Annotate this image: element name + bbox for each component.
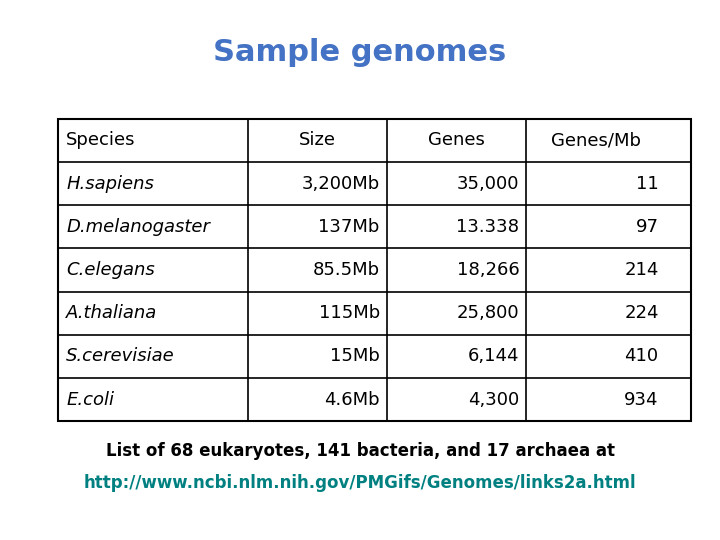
Text: 224: 224 [624, 304, 659, 322]
Text: 214: 214 [624, 261, 659, 279]
Text: Genes/Mb: Genes/Mb [552, 131, 642, 150]
Text: C.elegans: C.elegans [66, 261, 155, 279]
Text: 6,144: 6,144 [468, 347, 519, 366]
Text: H.sapiens: H.sapiens [66, 174, 154, 193]
Text: S.cerevisiae: S.cerevisiae [66, 347, 175, 366]
Text: 410: 410 [624, 347, 659, 366]
Text: 11: 11 [636, 174, 659, 193]
Text: Genes: Genes [428, 131, 485, 150]
Text: D.melanogaster: D.melanogaster [66, 218, 210, 236]
Text: 4,300: 4,300 [468, 390, 519, 409]
Text: A.thaliana: A.thaliana [66, 304, 158, 322]
Text: 97: 97 [636, 218, 659, 236]
Text: 3,200Mb: 3,200Mb [302, 174, 380, 193]
Text: 35,000: 35,000 [456, 174, 519, 193]
Text: Species: Species [66, 131, 136, 150]
Text: 18,266: 18,266 [456, 261, 519, 279]
Text: 4.6Mb: 4.6Mb [324, 390, 380, 409]
Text: Sample genomes: Sample genomes [213, 38, 507, 67]
Text: 15Mb: 15Mb [330, 347, 380, 366]
Text: Size: Size [299, 131, 336, 150]
Text: 934: 934 [624, 390, 659, 409]
Text: http://www.ncbi.nlm.nih.gov/PMGifs/Genomes/links2a.html: http://www.ncbi.nlm.nih.gov/PMGifs/Genom… [84, 474, 636, 492]
Text: 13.338: 13.338 [456, 218, 519, 236]
Text: 137Mb: 137Mb [318, 218, 380, 236]
Text: List of 68 eukaryotes, 141 bacteria, and 17 archaea at: List of 68 eukaryotes, 141 bacteria, and… [106, 442, 614, 460]
Text: E.coli: E.coli [66, 390, 114, 409]
Text: 115Mb: 115Mb [319, 304, 380, 322]
Text: 85.5Mb: 85.5Mb [312, 261, 380, 279]
Text: 25,800: 25,800 [456, 304, 519, 322]
